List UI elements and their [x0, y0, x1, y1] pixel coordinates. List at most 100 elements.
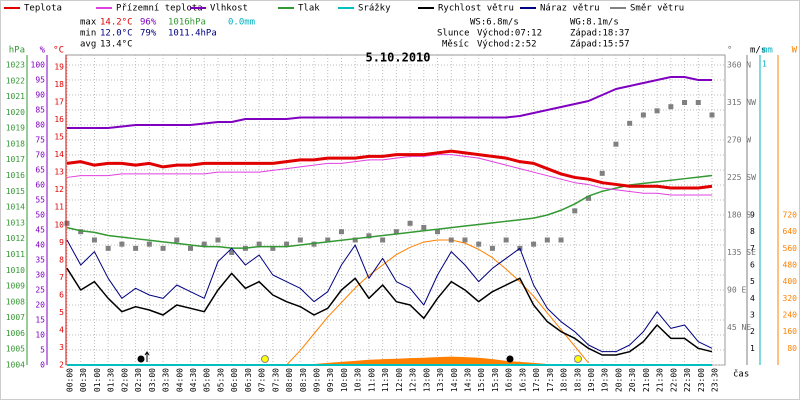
y-tick-label: 1013 — [6, 218, 25, 227]
x-tick-label: 17:30 — [546, 368, 555, 392]
direction-point — [503, 237, 509, 243]
y-tick-label: 90 — [35, 91, 45, 100]
y-tick-label: 1021 — [6, 92, 25, 101]
y-tick-label: 5 — [59, 308, 64, 317]
y-tick-label: 1020 — [6, 108, 25, 117]
plot-area — [65, 54, 726, 366]
y-tick-label: 35 — [35, 256, 45, 265]
y-tick-label: 75 — [35, 136, 45, 145]
y-tick-label: 80 — [35, 121, 45, 130]
stat-label: min — [80, 29, 96, 39]
y-tick-label: 85 — [35, 106, 45, 115]
direction-point — [325, 237, 331, 243]
y-tick-label: 1012 — [6, 234, 25, 243]
chart-title: 5.10.2010 — [365, 51, 430, 65]
x-tick-label: 16:00 — [505, 368, 514, 392]
x-tick-label: 01:30 — [107, 368, 116, 392]
direction-point — [201, 241, 207, 247]
y-tick-label: 1016 — [6, 171, 25, 180]
y-tick-label: 320 — [783, 294, 798, 303]
y-tick-label: 720 — [783, 211, 798, 220]
y-tick-label: 7 — [59, 273, 64, 282]
direction-point — [627, 120, 633, 126]
x-tick-label: 11:00 — [367, 368, 376, 392]
direction-point — [174, 237, 180, 243]
legend-label: Směr větru — [630, 4, 684, 14]
y-tick-label: 80 — [787, 344, 797, 353]
direction-point — [682, 100, 688, 105]
y-tick-label: 1019 — [6, 124, 25, 133]
axis-label: W — [792, 46, 798, 56]
y-tick-label: 315 NW — [727, 98, 756, 107]
y-tick-label: 1011 — [6, 250, 25, 259]
y-tick-label: 15 — [54, 133, 64, 142]
x-tick-label: 06:30 — [244, 368, 253, 392]
y-tick-label: 2 — [750, 327, 755, 336]
x-tick-label: 10:30 — [354, 368, 363, 392]
x-tick-label: 12:30 — [409, 368, 418, 392]
x-tick-label: 21:30 — [656, 368, 665, 392]
y-tick-label: 400 — [783, 277, 798, 286]
y-tick-label: 1022 — [6, 76, 25, 85]
y-tick-label: 480 — [783, 261, 798, 270]
y-tick-label: 50 — [35, 211, 45, 220]
direction-point — [544, 237, 550, 243]
axis-label: mm — [762, 46, 773, 56]
x-tick-label: 02:30 — [134, 368, 143, 392]
y-tick-label: 160 — [783, 327, 798, 336]
axis-label: °C — [53, 46, 64, 56]
direction-point — [421, 225, 427, 230]
direction-point — [119, 241, 125, 247]
y-tick-label: 1023 — [6, 61, 25, 70]
direction-point — [133, 245, 139, 251]
x-tick-label: 19:00 — [587, 368, 596, 392]
stat-value: 1016hPa — [168, 18, 206, 28]
direction-point — [476, 241, 482, 247]
direction-point — [352, 237, 358, 243]
y-tick-label: 9 — [59, 238, 64, 247]
x-tick-label: 08:00 — [285, 368, 294, 392]
x-tick-label: 06:00 — [230, 368, 239, 392]
direction-point — [338, 229, 344, 235]
y-tick-label: 45 NE — [727, 323, 751, 332]
radiation-area — [67, 356, 712, 365]
y-tick-label: 1015 — [6, 187, 25, 196]
y-tick-label: 6 — [59, 290, 64, 299]
y-tick-label: 25 — [35, 286, 45, 295]
y-tick-label: 1017 — [6, 155, 25, 164]
wind-stat: WS:6.8m/s — [470, 18, 519, 28]
y-tick-label: 8 — [59, 255, 64, 264]
stat-value: 79% — [140, 29, 157, 39]
y-tick-label: 10 — [35, 331, 45, 340]
direction-point — [160, 245, 166, 251]
wind-stat: WG:8.1m/s — [570, 18, 619, 28]
x-tick-label: 23:30 — [711, 368, 720, 392]
y-tick-label: 90 E — [727, 286, 746, 295]
x-tick-label: 13:00 — [422, 368, 431, 392]
direction-point — [284, 241, 290, 247]
direction-point — [462, 237, 468, 243]
direction-point — [668, 104, 674, 110]
direction-point — [613, 141, 619, 147]
x-tick-label: 19:30 — [601, 368, 610, 392]
series-line — [66, 149, 713, 190]
y-tick-label: 19 — [54, 63, 64, 72]
y-tick-label: 40 — [35, 241, 45, 250]
x-tick-label: 22:30 — [683, 368, 692, 392]
axis-label: hPa — [9, 46, 25, 56]
direction-point — [599, 170, 605, 176]
direction-point — [215, 237, 221, 243]
y-tick-label: 65 — [35, 166, 45, 175]
direction-point — [256, 241, 262, 247]
x-tick-label: 21:00 — [642, 368, 651, 392]
x-tick-label: 03:30 — [162, 368, 171, 392]
x-tick-label: 08:30 — [299, 368, 308, 392]
y-tick-label: 560 — [783, 244, 798, 253]
direction-point — [91, 237, 97, 243]
moon-rise: Východ:2:52 — [477, 40, 537, 50]
direction-point — [78, 229, 84, 235]
sun-icon — [574, 355, 582, 363]
axis-label: m/s — [750, 46, 766, 56]
x-tick-label: 01:00 — [93, 368, 102, 392]
